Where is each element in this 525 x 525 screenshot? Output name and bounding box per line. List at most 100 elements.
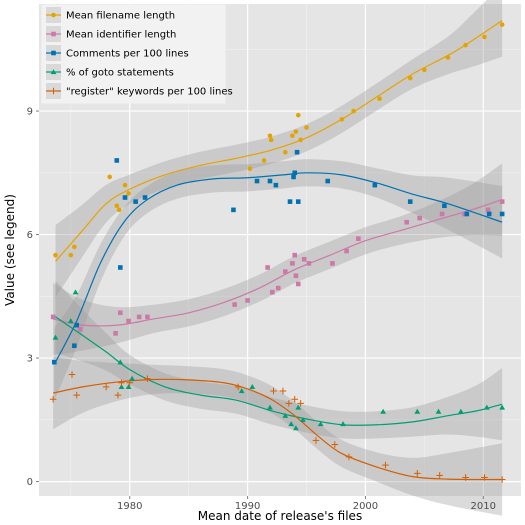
data-point xyxy=(294,149,300,155)
data-point xyxy=(417,215,422,221)
data-point xyxy=(300,416,306,422)
x-axis-title: Mean date of release's files xyxy=(198,509,362,523)
data-point xyxy=(287,199,293,204)
data-point xyxy=(295,199,301,204)
data-point xyxy=(290,261,295,266)
data-point xyxy=(52,334,59,340)
data-point xyxy=(265,265,270,270)
data-point xyxy=(74,322,80,328)
data-point xyxy=(136,314,142,320)
data-point xyxy=(330,261,335,266)
data-point xyxy=(283,269,288,274)
data-point xyxy=(122,195,128,200)
data-point xyxy=(247,166,253,171)
data-point xyxy=(52,359,57,365)
data-point xyxy=(482,34,487,40)
data-point xyxy=(498,476,506,483)
confidence-band xyxy=(55,280,503,441)
legend-label: Comments per 100 lines xyxy=(66,49,189,60)
data-point xyxy=(293,425,299,431)
data-point xyxy=(304,125,309,130)
confidence-band xyxy=(53,163,503,356)
data-point xyxy=(270,387,277,395)
data-point xyxy=(290,133,295,139)
confidence-band xyxy=(54,159,503,401)
confidence-band xyxy=(53,356,503,516)
data-point xyxy=(145,314,150,320)
legend-key-marker xyxy=(51,50,56,56)
data-point xyxy=(295,112,301,118)
data-point xyxy=(49,395,57,403)
data-point xyxy=(435,408,442,414)
x-tick-label: 2010 xyxy=(471,501,496,512)
data-point xyxy=(483,404,490,410)
data-point xyxy=(499,211,505,217)
data-point xyxy=(445,55,451,60)
data-point xyxy=(283,149,288,155)
data-point xyxy=(297,400,304,407)
data-point xyxy=(288,421,295,427)
data-point xyxy=(293,129,299,134)
fit-line xyxy=(53,378,503,481)
data-point xyxy=(68,371,76,378)
data-point xyxy=(499,199,505,204)
data-point xyxy=(344,248,349,254)
data-point xyxy=(254,178,260,184)
data-point xyxy=(73,391,81,399)
data-point xyxy=(118,310,123,316)
legend-key-marker xyxy=(50,69,57,75)
data-point xyxy=(331,441,339,448)
data-point xyxy=(345,453,353,461)
data-point xyxy=(113,331,118,336)
data-point xyxy=(279,387,287,395)
data-point xyxy=(407,75,413,81)
x-tick-label: 1990 xyxy=(235,501,260,512)
data-point xyxy=(340,421,346,427)
data-point xyxy=(50,314,56,320)
data-point xyxy=(234,383,242,391)
data-point xyxy=(306,261,312,266)
data-point xyxy=(231,207,236,213)
data-point xyxy=(380,408,386,414)
data-point xyxy=(414,408,421,414)
x-tick-label: 2000 xyxy=(353,501,378,512)
data-point xyxy=(275,285,281,291)
data-point xyxy=(356,236,361,241)
data-point xyxy=(317,421,324,427)
data-point xyxy=(144,375,151,382)
data-point xyxy=(372,182,378,188)
data-point xyxy=(462,474,469,481)
legend-label: "register" keywords per 100 lines xyxy=(66,87,233,98)
data-point xyxy=(118,379,125,387)
fit-line xyxy=(55,19,503,262)
x-axis-ticks: 1980 1990 2000 2010 xyxy=(117,496,496,512)
data-point xyxy=(464,211,470,217)
data-point xyxy=(291,174,296,180)
data-point xyxy=(232,302,237,307)
y-axis-ticks: 0 3 6 9 xyxy=(27,107,39,488)
fit-lines xyxy=(53,19,503,481)
data-point xyxy=(245,298,250,303)
data-point xyxy=(72,289,79,295)
data-point xyxy=(436,472,443,479)
data-point xyxy=(301,256,307,262)
data-point xyxy=(116,207,122,213)
data-point xyxy=(72,343,77,349)
data-point xyxy=(267,133,273,139)
legend-label: Mean identifier length xyxy=(66,30,176,41)
data-point xyxy=(404,219,409,225)
data-point xyxy=(285,400,293,407)
data-point xyxy=(499,404,506,410)
data-point xyxy=(126,191,131,196)
data-point xyxy=(351,108,356,114)
data-point xyxy=(114,158,120,163)
x-tick-label: 1980 xyxy=(117,501,142,512)
data-point xyxy=(377,96,382,101)
legend-box xyxy=(41,4,226,104)
data-point xyxy=(295,404,302,410)
legend: Mean filename length Mean identifier leng… xyxy=(41,4,233,104)
data-point xyxy=(439,211,445,217)
data-point xyxy=(293,273,299,279)
data-point xyxy=(102,383,110,391)
